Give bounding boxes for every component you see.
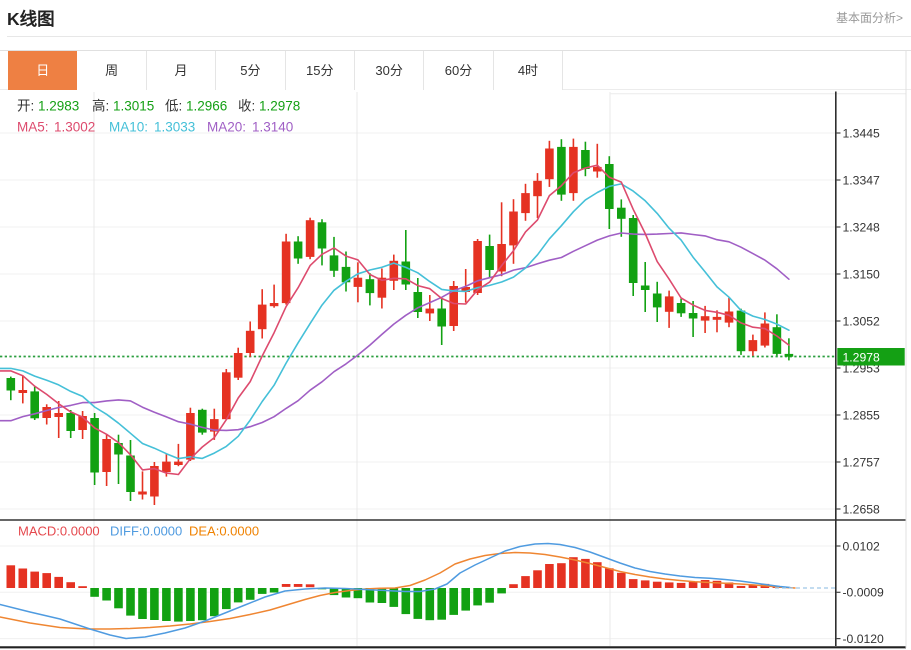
svg-text:1.2658: 1.2658 — [843, 502, 880, 516]
svg-text:1.3150: 1.3150 — [843, 267, 880, 281]
svg-text:1.2757: 1.2757 — [843, 455, 880, 469]
svg-text:1.3445: 1.3445 — [843, 126, 880, 140]
svg-text:1.2978: 1.2978 — [259, 99, 300, 114]
svg-text:高:: 高: — [92, 98, 109, 114]
svg-text:开:: 开: — [17, 99, 34, 114]
svg-text:1.3052: 1.3052 — [843, 314, 880, 328]
svg-text:1.3033: 1.3033 — [154, 120, 195, 135]
svg-text:0.0102: 0.0102 — [843, 539, 880, 553]
svg-text:-0.0009: -0.0009 — [843, 586, 885, 600]
svg-text:1.3015: 1.3015 — [113, 99, 154, 114]
svg-text:MACD:0.0000: MACD:0.0000 — [18, 524, 100, 539]
svg-text:MA5:: MA5: — [17, 120, 49, 135]
svg-text:1.2983: 1.2983 — [38, 99, 79, 114]
svg-text:1.2966: 1.2966 — [186, 99, 227, 114]
svg-text:1.2855: 1.2855 — [843, 408, 880, 422]
svg-text:1.3140: 1.3140 — [252, 120, 293, 135]
svg-text:1.3347: 1.3347 — [843, 173, 880, 187]
svg-text:DEA:0.0000: DEA:0.0000 — [189, 524, 259, 539]
svg-text:低:: 低: — [165, 99, 182, 114]
svg-text:1.3002: 1.3002 — [54, 120, 95, 135]
svg-text:-0.0120: -0.0120 — [843, 632, 885, 646]
svg-text:1.3248: 1.3248 — [843, 220, 880, 234]
svg-text:DIFF:0.0000: DIFF:0.0000 — [110, 524, 182, 539]
svg-text:收:: 收: — [238, 99, 255, 114]
svg-text:MA10:: MA10: — [109, 120, 148, 135]
svg-text:MA20:: MA20: — [207, 120, 246, 135]
svg-text:1.2978: 1.2978 — [843, 350, 880, 364]
